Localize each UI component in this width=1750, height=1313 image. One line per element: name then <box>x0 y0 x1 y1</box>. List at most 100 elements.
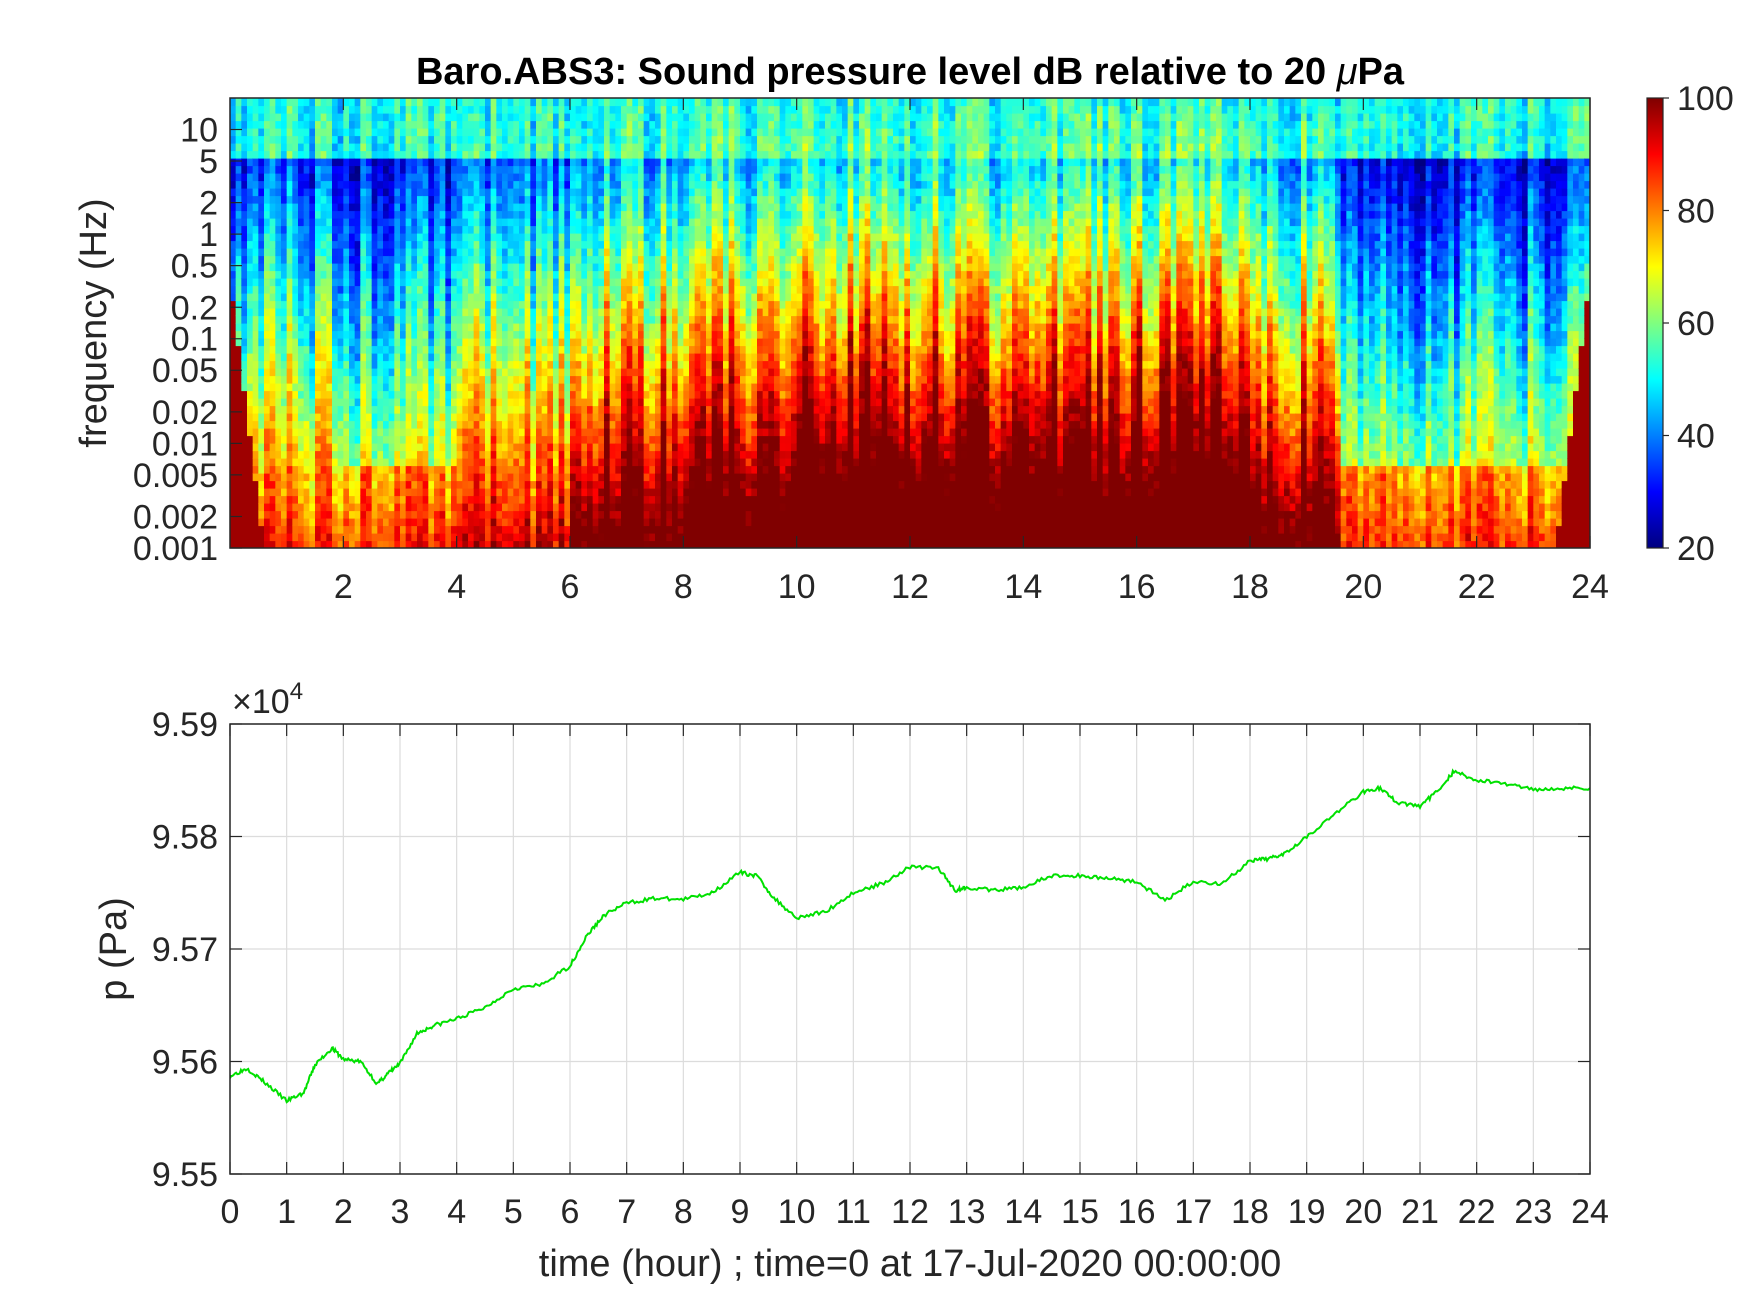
spectrogram-cell <box>292 240 299 249</box>
spectrogram-cell <box>649 435 656 444</box>
spectrogram-cell <box>485 488 492 497</box>
spectrogram-cell <box>689 150 696 159</box>
spectrogram-cell <box>643 495 650 504</box>
spectrogram-cell <box>388 428 395 437</box>
spectrogram-cell <box>241 285 248 294</box>
spectrogram-cell <box>683 173 690 182</box>
spectrogram-cell <box>275 465 282 474</box>
spectrogram-cell <box>326 458 333 467</box>
spectrogram-cell <box>689 390 696 399</box>
spectrogram-cell <box>349 263 356 272</box>
spectrogram-cell <box>564 308 571 317</box>
spectrogram-cell <box>298 158 305 167</box>
spectrogram-cell <box>264 353 271 362</box>
spectrogram-cell <box>286 240 293 249</box>
spectrogram-cell <box>626 158 633 167</box>
spectrogram-cell <box>553 293 560 302</box>
spectrogram-cell <box>502 300 509 309</box>
spectrogram-cell <box>496 405 503 414</box>
spectrogram-cell <box>343 518 350 527</box>
spectrogram-cell <box>230 180 237 189</box>
spectrogram-cell <box>371 383 378 392</box>
spectrogram-cell <box>303 458 310 467</box>
spectrogram-cell <box>405 150 412 159</box>
spectrogram-cell <box>281 375 288 384</box>
spectrogram-cell <box>479 458 486 467</box>
spectrogram-cell <box>502 135 509 144</box>
spectrogram-cell <box>377 263 384 272</box>
spectrogram-cell <box>672 203 679 212</box>
spectrogram-cell <box>604 398 611 407</box>
spectrogram-cell <box>485 533 492 542</box>
spectrogram-cell <box>241 540 248 548</box>
spectrogram-cell <box>388 480 395 489</box>
spectrogram-cell <box>643 255 650 264</box>
spectrogram-cell <box>502 368 509 377</box>
spectrogram-cell <box>377 143 384 152</box>
spectrogram-cell <box>388 435 395 444</box>
spectrogram-cell <box>649 443 656 452</box>
spectrogram-cell <box>247 308 254 317</box>
spectrogram-cell <box>513 225 520 234</box>
spectrogram-cell <box>655 285 662 294</box>
spectrogram-cell <box>411 360 418 369</box>
spectrogram-cell <box>275 413 282 422</box>
spectrogram-cell <box>524 480 531 489</box>
spectrogram-cell <box>536 480 543 489</box>
spectrogram-cell <box>649 218 656 227</box>
spectrogram-cell <box>655 158 662 167</box>
spectrogram-cell <box>473 338 480 347</box>
spectrogram-cell <box>281 285 288 294</box>
spectrogram-cell <box>632 480 639 489</box>
spectrogram-cell <box>677 510 684 519</box>
spectrogram-cell <box>524 443 531 452</box>
spectrogram-cell <box>570 300 577 309</box>
spectrogram-cell <box>343 465 350 474</box>
spectrogram-cell <box>468 510 475 519</box>
spectrogram-cell <box>570 203 577 212</box>
spectrogram-cell <box>411 413 418 422</box>
spectrogram-cell <box>434 210 441 219</box>
spectrogram-cell <box>473 255 480 264</box>
spectrogram-cell <box>309 420 316 429</box>
spectrogram-cell <box>524 165 531 174</box>
spectrogram-cell <box>298 240 305 249</box>
spectrogram-cell <box>445 495 452 504</box>
spectrogram-cell <box>445 525 452 534</box>
spectrogram-cell <box>241 405 248 414</box>
spectrogram-cell <box>683 278 690 287</box>
spectrogram-cell <box>660 150 667 159</box>
spectrogram-cell <box>694 150 701 159</box>
spectrogram-cell <box>468 428 475 437</box>
spectrogram-cell <box>247 435 254 444</box>
spectrogram-cell <box>683 248 690 257</box>
spectrogram-cell <box>626 360 633 369</box>
spectrogram-cell <box>241 143 248 152</box>
spectrogram-cell <box>337 540 344 548</box>
spectrogram-cell <box>496 518 503 527</box>
spectrogram-cell <box>383 165 390 174</box>
spectrogram-cell <box>388 173 395 182</box>
spectrogram-cell <box>570 420 577 429</box>
spectrogram-cell <box>332 173 339 182</box>
spectrogram-cell <box>241 428 248 437</box>
spectrogram-cell <box>513 330 520 339</box>
spectrogram-cell <box>456 165 463 174</box>
spectrogram-cell <box>269 398 276 407</box>
spectrogram-cell <box>598 173 605 182</box>
spectrogram-cell <box>694 390 701 399</box>
spectrogram-cell <box>609 473 616 482</box>
spectrogram-cell <box>400 465 407 474</box>
spectrogram-cell <box>621 540 628 548</box>
spectrogram-cell <box>609 360 616 369</box>
spectrogram-cell <box>309 510 316 519</box>
spectrogram-cell <box>581 285 588 294</box>
spectrogram-cell <box>485 308 492 317</box>
spectrogram-cell <box>479 188 486 197</box>
spectrogram-cell <box>655 428 662 437</box>
spectrogram-cell <box>570 255 577 264</box>
spectrogram-cell <box>451 143 458 152</box>
spectrogram-cell <box>485 128 492 137</box>
spectrogram-cell <box>660 143 667 152</box>
spectrogram-cell <box>252 480 259 489</box>
